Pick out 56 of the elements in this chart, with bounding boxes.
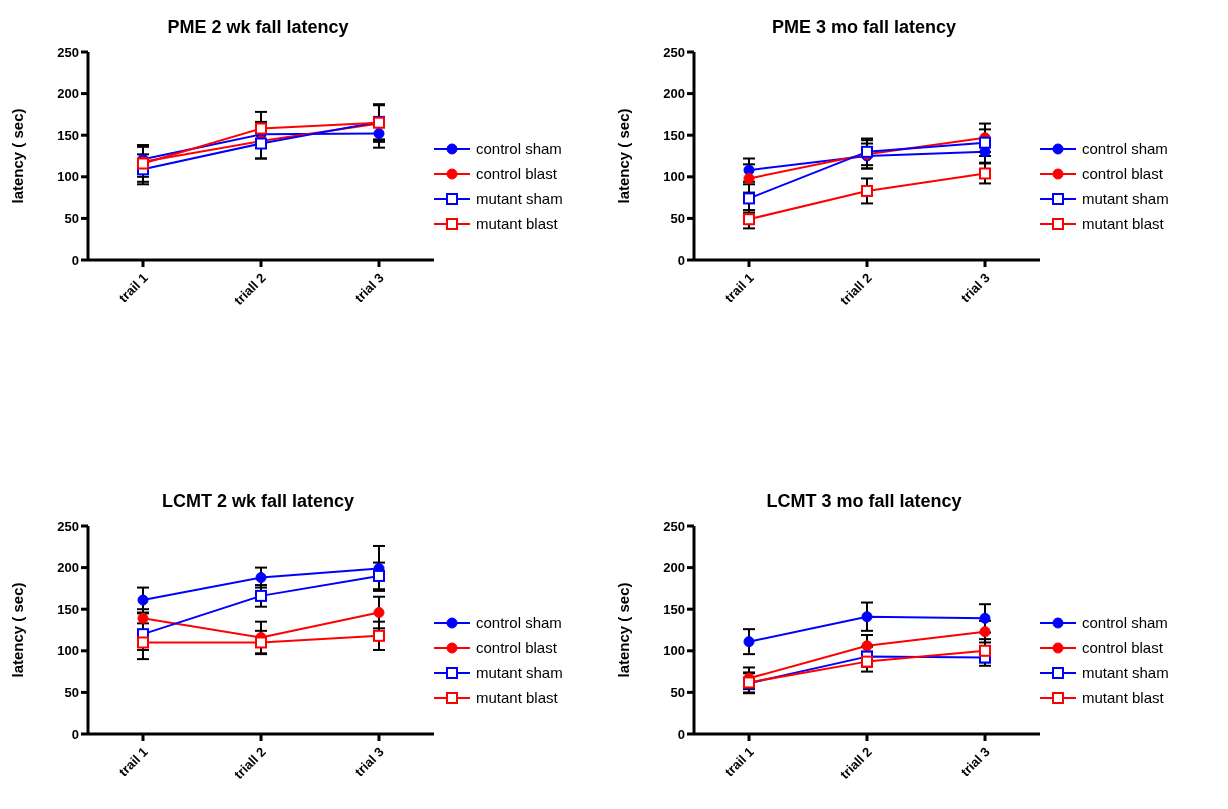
legend-label: control blast <box>1082 165 1163 182</box>
y-tick-label: 250 <box>57 44 79 60</box>
y-tick-label: 250 <box>57 518 79 534</box>
y-tick-label: 200 <box>663 86 685 102</box>
chart-title: PME 3 mo fall latency <box>770 16 958 39</box>
x-tick-label: trial 3 <box>351 270 387 306</box>
y-tick-label: 50 <box>670 685 685 701</box>
legend-label: control blast <box>1082 639 1163 656</box>
legend-label: mutant sham <box>476 664 563 681</box>
y-tick-label: 100 <box>57 169 79 185</box>
chart-title: LCMT 2 wk fall latency <box>160 490 356 513</box>
legend-label: mutant blast <box>1082 689 1164 706</box>
x-tick-label: trail 1 <box>721 744 757 780</box>
y-tick-label: 100 <box>57 643 79 659</box>
legend-label: mutant blast <box>476 689 558 706</box>
x-tick-label: trail 1 <box>115 744 151 780</box>
legend-label: control sham <box>476 614 562 631</box>
y-tick-label: 150 <box>663 601 685 617</box>
y-tick-label: 200 <box>57 560 79 576</box>
x-tick-label: trail 1 <box>115 270 151 306</box>
legend-label: mutant sham <box>1082 664 1169 681</box>
y-tick-label: 50 <box>64 685 79 701</box>
y-axis-title: latency ( sec) <box>615 108 633 204</box>
chart-title: PME 2 wk fall latency <box>166 16 350 39</box>
legend-label: control sham <box>1082 140 1168 157</box>
legend-label: mutant sham <box>1082 190 1169 207</box>
y-tick-label: 150 <box>663 127 685 143</box>
legend-label: control blast <box>476 165 557 182</box>
y-tick-label: 0 <box>677 252 685 268</box>
y-tick-label: 200 <box>663 560 685 576</box>
y-tick-label: 0 <box>677 726 685 742</box>
y-tick-label: 0 <box>71 252 79 268</box>
legend-label: mutant blast <box>1082 215 1164 232</box>
legend-label: control sham <box>476 140 562 157</box>
y-tick-label: 0 <box>71 726 79 742</box>
y-axis-title: latency ( sec) <box>9 108 27 204</box>
legend-label: control sham <box>1082 614 1168 631</box>
y-tick-label: 250 <box>663 518 685 534</box>
y-axis-title: latency ( sec) <box>615 582 633 678</box>
x-tick-label: trail 1 <box>721 270 757 306</box>
y-tick-label: 150 <box>57 601 79 617</box>
legend-label: mutant sham <box>476 190 563 207</box>
y-tick-label: 100 <box>663 169 685 185</box>
chart-title: LCMT 3 mo fall latency <box>765 490 963 513</box>
y-tick-label: 50 <box>670 211 685 227</box>
y-tick-label: 150 <box>57 127 79 143</box>
y-tick-label: 50 <box>64 211 79 227</box>
y-tick-label: 100 <box>663 643 685 659</box>
y-tick-label: 250 <box>663 44 685 60</box>
x-tick-label: trial 3 <box>351 744 387 780</box>
y-tick-label: 200 <box>57 86 79 102</box>
y-axis-title: latency ( sec) <box>9 582 27 678</box>
x-tick-label: trial 3 <box>957 270 993 306</box>
legend-label: control blast <box>476 639 557 656</box>
x-tick-label: trial 3 <box>957 744 993 780</box>
legend-label: mutant blast <box>476 215 558 232</box>
